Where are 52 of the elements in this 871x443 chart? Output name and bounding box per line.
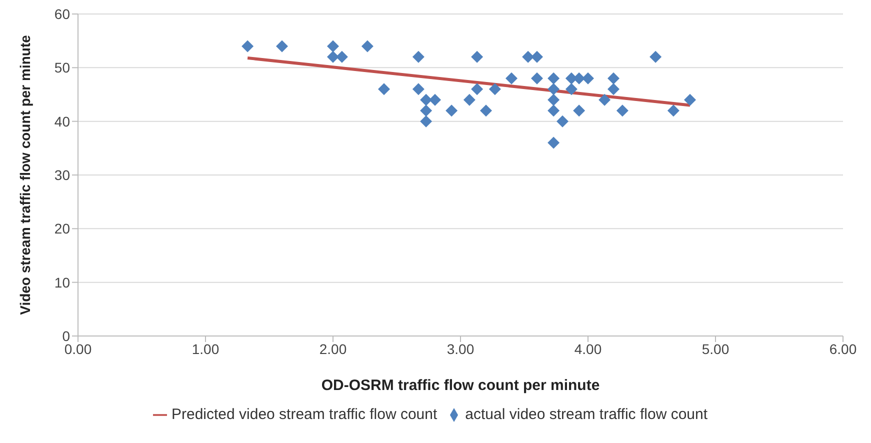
y-axis-title: Video stream traffic flow count per minute (16, 34, 33, 315)
point (582, 72, 594, 84)
point (471, 83, 484, 96)
legend-label: Predicted video stream traffic flow count (171, 406, 438, 423)
point (548, 83, 560, 96)
point (616, 104, 628, 117)
x-tick-label: 6.00 (829, 340, 857, 357)
point (573, 104, 586, 117)
point (420, 104, 432, 117)
point (412, 50, 424, 63)
point (463, 94, 476, 106)
point (684, 94, 696, 106)
y-tick-label: 60 (54, 6, 70, 22)
x-tick-label: 5.00 (702, 340, 730, 357)
point (608, 72, 620, 84)
x-axis-title: OD-OSRM traffic flow count per minute (321, 377, 600, 394)
point (446, 104, 458, 117)
point (276, 40, 288, 52)
x-tick-label: 2.00 (319, 340, 347, 357)
y-tick-label: 50 (54, 60, 70, 76)
point (531, 50, 543, 63)
y-tick-label: 10 (54, 274, 70, 290)
y-tick-label: 40 (54, 113, 70, 130)
point (471, 50, 484, 63)
point (531, 72, 543, 84)
point (556, 115, 568, 128)
point (608, 83, 620, 96)
point (378, 83, 390, 96)
point (361, 40, 374, 52)
y-tick-label: 20 (54, 220, 70, 237)
point (412, 83, 424, 96)
point (242, 40, 254, 52)
point (565, 83, 578, 96)
point (650, 50, 662, 63)
point (506, 72, 518, 84)
legend-label: actual video stream traffic flow count (465, 406, 708, 423)
point (327, 40, 339, 52)
point (548, 94, 560, 106)
x-tick-label: 3.00 (446, 340, 474, 357)
point (480, 104, 492, 117)
point (548, 104, 560, 117)
x-tick-label: 4.00 (574, 340, 602, 357)
point (429, 94, 441, 106)
point (598, 94, 611, 106)
point (420, 115, 432, 128)
point (667, 104, 680, 117)
point (548, 72, 560, 84)
y-tick-label: 30 (54, 166, 70, 183)
point (488, 83, 501, 96)
point (548, 136, 560, 149)
x-tick-label: 1.00 (192, 340, 220, 357)
point (327, 50, 339, 63)
